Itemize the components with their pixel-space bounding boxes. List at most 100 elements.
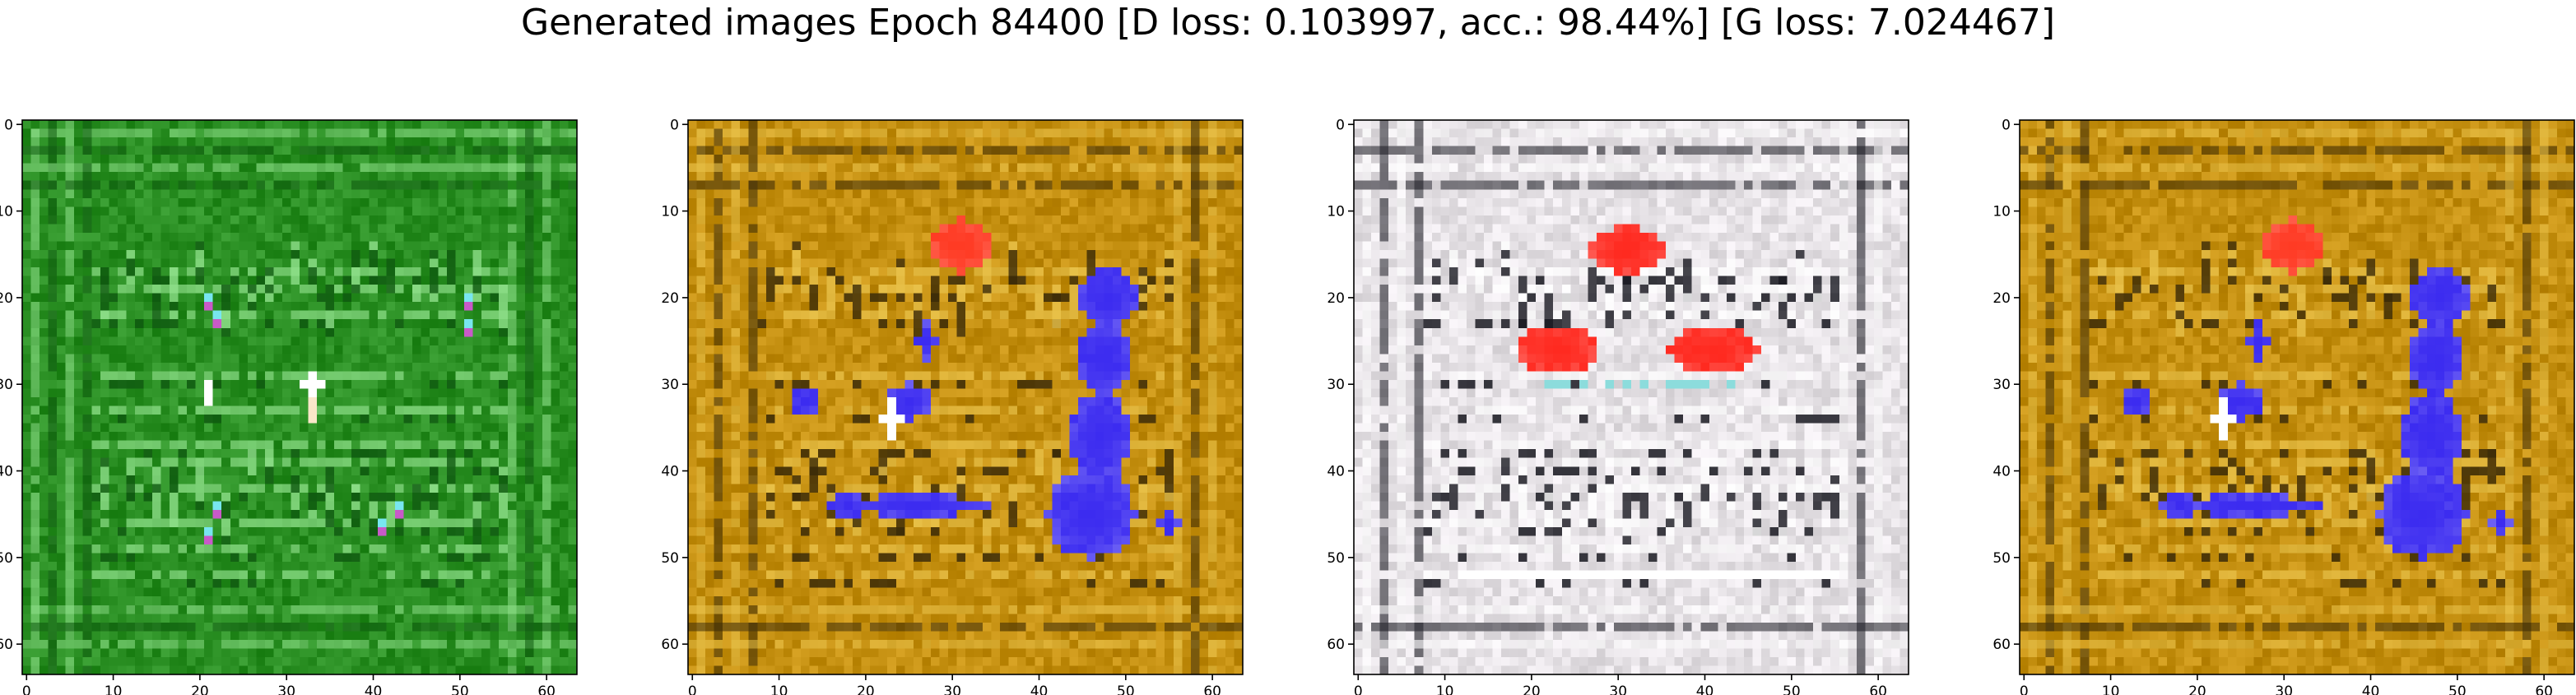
- image-pixel: [351, 570, 361, 580]
- image-pixel: [160, 258, 170, 268]
- image-pixel: [386, 432, 396, 442]
- image-pixel: [351, 605, 361, 614]
- image-pixel: [1182, 120, 1192, 130]
- image-pixel: [403, 415, 413, 424]
- image-pixel: [1225, 146, 1235, 155]
- image-pixel: [30, 631, 40, 641]
- image-pixel: [913, 155, 923, 164]
- image-pixel: [507, 579, 517, 589]
- image-pixel: [100, 232, 109, 243]
- image-pixel: [499, 310, 509, 320]
- image-pixel: [731, 128, 741, 138]
- image-pixel: [65, 440, 75, 450]
- image-pixel: [334, 562, 344, 572]
- image-pixel: [65, 518, 75, 528]
- image-pixel: [325, 189, 335, 199]
- image-pixel: [507, 172, 517, 182]
- image-pixel: [325, 371, 335, 381]
- image-pixel: [817, 172, 828, 182]
- image-pixel: [30, 562, 40, 572]
- image-pixel: [126, 241, 136, 251]
- image-pixel: [65, 596, 75, 606]
- image-pixel: [178, 163, 188, 173]
- image-pixel: [195, 155, 205, 164]
- image-pixel: [40, 224, 49, 234]
- image-pixel: [1077, 197, 1088, 207]
- image-pixel: [369, 484, 379, 493]
- image-pixel: [178, 492, 188, 502]
- image-pixel: [126, 457, 136, 467]
- image-pixel: [230, 492, 239, 502]
- image-pixel: [325, 631, 335, 641]
- image-pixel: [1104, 224, 1114, 234]
- image-pixel: [421, 362, 430, 373]
- image-pixel: [187, 570, 197, 580]
- image-pixel: [377, 249, 387, 260]
- image-pixel: [559, 249, 570, 260]
- image-pixel: [308, 285, 318, 294]
- image-pixel: [403, 172, 413, 182]
- image-pixel: [212, 492, 222, 502]
- image-pixel: [568, 457, 578, 467]
- image-pixel: [991, 224, 1001, 234]
- image-pixel: [256, 622, 266, 632]
- image-pixel: [447, 509, 457, 520]
- image-pixel: [1207, 172, 1218, 182]
- image-pixel: [464, 302, 474, 312]
- image-pixel: [187, 180, 197, 190]
- image-pixel: [126, 379, 136, 390]
- image-pixel: [507, 415, 517, 424]
- image-pixel: [291, 180, 300, 190]
- image-pixel: [386, 189, 396, 199]
- image-pixel: [221, 405, 231, 415]
- image-pixel: [1043, 224, 1053, 234]
- image-pixel: [178, 354, 188, 364]
- image-pixel: [447, 614, 457, 623]
- image-pixel: [481, 155, 491, 164]
- image-pixel: [230, 189, 239, 199]
- image-pixel: [187, 587, 197, 597]
- image-pixel: [204, 631, 214, 641]
- image-pixel: [334, 180, 344, 190]
- image-pixel: [239, 310, 249, 320]
- image-pixel: [1035, 155, 1044, 164]
- image-pixel: [481, 656, 491, 667]
- image-pixel: [947, 197, 958, 207]
- image-pixel: [490, 345, 500, 354]
- image-pixel: [464, 639, 474, 650]
- image-pixel: [204, 614, 214, 623]
- image-pixel: [221, 665, 231, 675]
- image-pixel: [134, 354, 145, 364]
- image-pixel: [351, 232, 361, 243]
- image-pixel: [178, 397, 188, 407]
- image-pixel: [308, 120, 318, 130]
- image-pixel: [57, 137, 67, 147]
- image-pixel: [861, 189, 871, 199]
- image-pixel: [809, 155, 819, 164]
- image-pixel: [386, 587, 396, 597]
- image-pixel: [386, 639, 396, 650]
- image-pixel: [542, 276, 552, 285]
- image-pixel: [490, 327, 500, 337]
- image-pixel: [386, 605, 396, 614]
- image-pixel: [369, 509, 379, 520]
- image-pixel: [247, 432, 257, 442]
- image-pixel: [65, 614, 75, 623]
- image-pixel: [1234, 180, 1244, 190]
- image-pixel: [939, 155, 949, 164]
- image-pixel: [447, 310, 457, 320]
- image-pixel: [472, 562, 482, 572]
- image-pixel: [22, 639, 32, 650]
- image-pixel: [559, 579, 570, 589]
- image-pixel: [187, 492, 197, 502]
- image-pixel: [455, 232, 465, 243]
- image-pixel: [412, 388, 422, 398]
- image-pixel: [82, 614, 92, 623]
- image-pixel: [377, 440, 387, 450]
- image-pixel: [844, 137, 853, 147]
- image-pixel: [134, 276, 145, 285]
- x-tick-label: 10: [105, 683, 123, 695]
- image-pixel: [291, 327, 300, 337]
- image-pixel: [904, 163, 914, 173]
- image-pixel: [472, 249, 482, 260]
